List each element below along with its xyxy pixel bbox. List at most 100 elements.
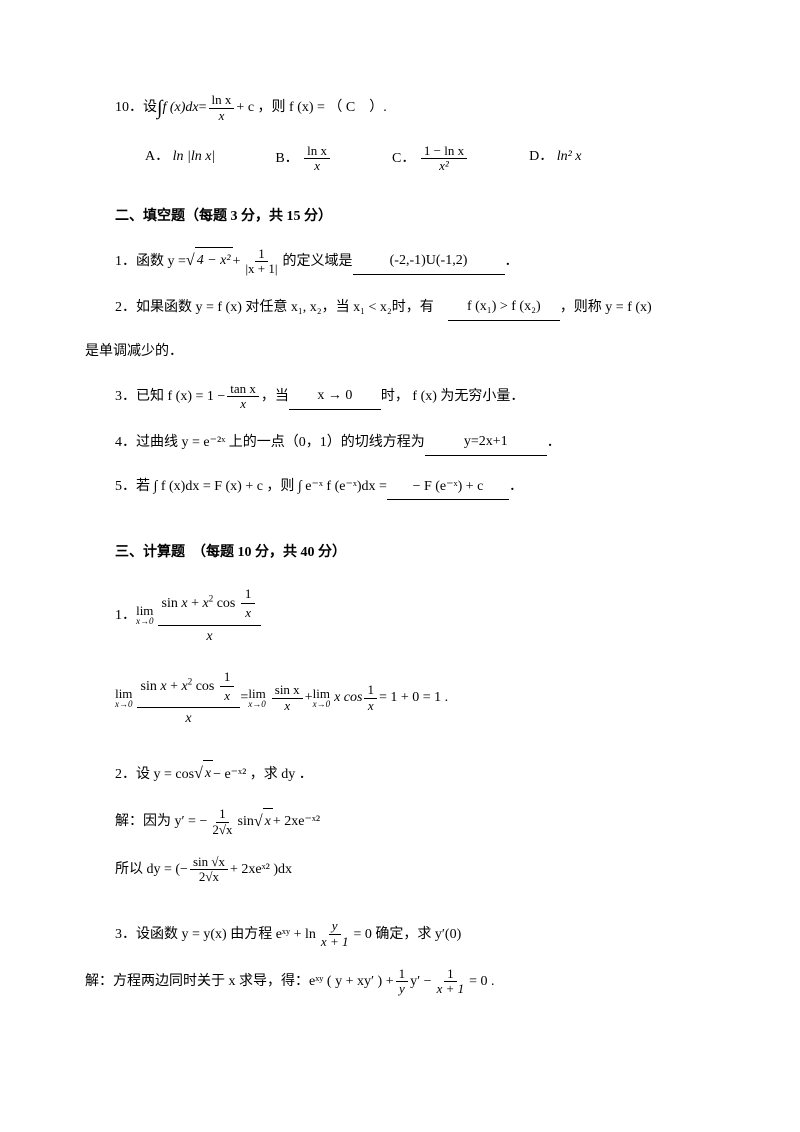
s3-q2-frac: 1 2√x bbox=[209, 807, 235, 837]
q10-text2: + c ，则 f (x) = （ C ）. bbox=[236, 95, 386, 120]
s3-q1-plus: + bbox=[305, 685, 313, 710]
s2-q1-d: ． bbox=[505, 249, 519, 274]
opt-b-label: B． bbox=[275, 151, 298, 166]
s3-q2-solc: + 2xe⁻ˣ² bbox=[273, 809, 320, 834]
opt-d-label: D． bbox=[529, 149, 553, 164]
lim-bot: x→0 bbox=[136, 617, 154, 626]
q10-frac: ln x x bbox=[209, 93, 235, 123]
s3-q1-xcos: x cos bbox=[334, 685, 362, 710]
s2-q4-a: 4．过曲线 y = e⁻²ˣ 上的一点（0，1）的切线方程为 bbox=[115, 430, 425, 455]
opt-c-label: C． bbox=[392, 151, 415, 166]
s2-q1-a: 1．函数 y = bbox=[115, 249, 186, 274]
s3-q1-sol: lim x→0 sin x + x2 cos 1x x = lim x→0 si… bbox=[115, 666, 700, 731]
opt-c-frac: 1 − ln x x² bbox=[421, 144, 467, 174]
s3-q3-a: 3．设函数 y = y(x) 由方程 eˣʸ + ln bbox=[115, 922, 316, 947]
opt-d-val: ln² x bbox=[557, 149, 582, 164]
opt-b: B． ln x x bbox=[275, 144, 332, 174]
s2-q2-b: ，则称 y = f (x) bbox=[560, 295, 652, 320]
s3-q3-solc: = 0 . bbox=[469, 969, 494, 994]
s3-q3-solb: y′ − bbox=[410, 969, 431, 994]
s2-q1-frac: 1 |x + 1| bbox=[242, 247, 280, 277]
s3-q2-sol2: 所以 dy = (− sin √x 2√x + 2xeˣ² )dx bbox=[115, 855, 700, 885]
s2-q1-num: 1 bbox=[255, 247, 268, 262]
s2-q3-den: x bbox=[237, 397, 249, 411]
s3-q1-result: = 1 + 0 = 1 . bbox=[379, 685, 448, 710]
s3-q2-sold: 所以 dy = (− bbox=[115, 857, 188, 882]
s3-q2-b: − e⁻ˣ² ，求 dy ． bbox=[213, 762, 313, 787]
opt-a-val: ln |ln x| bbox=[173, 149, 216, 164]
s2-q3-num: tan x bbox=[227, 382, 259, 397]
s3-q1-sol-frac1: sin x + x2 cos 1x x bbox=[137, 666, 241, 731]
opt-c-den: x² bbox=[436, 159, 452, 173]
s2-q1-c: 的定义域是 bbox=[283, 249, 353, 274]
s3-q3-sol: 解：方程两边同时关于 x 求导，得：eˣʸ ( y + xy′ ) + 1 y … bbox=[85, 967, 700, 997]
s3-q2-solb: sin bbox=[238, 809, 254, 834]
q10-options: A． ln |ln x| B． ln x x C． 1 − ln x x² D．… bbox=[145, 144, 700, 174]
s2-q3-ans: x → 0 bbox=[289, 383, 381, 409]
s3-q3: 3．设函数 y = y(x) 由方程 eˣʸ + ln y x + 1 = 0 … bbox=[115, 919, 700, 949]
q10: 10．设 ∫ f (x)dx = ln x x + c ，则 f (x) = （… bbox=[115, 90, 700, 126]
s2-q4-ans: y=2x+1 bbox=[425, 429, 547, 455]
s3-q1-label: 1． bbox=[115, 603, 136, 628]
opt-d: D． ln² x bbox=[529, 144, 581, 174]
s3-q2-sole: + 2xeˣ² )dx bbox=[230, 857, 292, 882]
lim2: lim x→0 bbox=[115, 687, 133, 709]
section3-title: 三、计算题 （每题 10 分，共 40 分） bbox=[115, 540, 700, 565]
s3-q3-sola: 解：方程两边同时关于 x 求导，得：eˣʸ ( y + xy′ ) + bbox=[85, 969, 394, 994]
s3-q2-frac2: sin √x 2√x bbox=[190, 855, 228, 885]
lim4: lim x→0 bbox=[313, 687, 331, 709]
s3-q3-frac3: 1 x + 1 bbox=[434, 967, 468, 997]
opt-a-label: A． bbox=[145, 149, 169, 164]
q10-label: 10．设 bbox=[115, 95, 157, 120]
s2-q1-ans: (-2,-1)U(-1,2) bbox=[353, 248, 505, 274]
page: 10．设 ∫ f (x)dx = ln x x + c ，则 f (x) = （… bbox=[0, 0, 800, 1132]
s2-q3: 3．已知 f (x) = 1 − tan x x ，当 x → 0 时， f (… bbox=[115, 382, 700, 412]
s2-q3-a: 3．已知 f (x) = 1 − bbox=[115, 384, 225, 409]
q10-frac-den: x bbox=[216, 109, 228, 123]
q10-eq: = bbox=[199, 95, 207, 120]
opt-b-den: x bbox=[311, 159, 323, 173]
s3-q1-frac3: 1 x bbox=[364, 683, 377, 713]
s3-q3-frac: y x + 1 bbox=[318, 919, 352, 949]
s3-q2: 2．设 y = cos √ x − e⁻ˣ² ，求 dy ． bbox=[115, 760, 700, 789]
s3-q1-den: x bbox=[202, 626, 216, 648]
s2-q1: 1．函数 y = √ 4 − x² + 1 |x + 1| 的定义域是 (-2,… bbox=[115, 247, 700, 277]
s3-q2-sola: 解：因为 y′ = − bbox=[115, 809, 207, 834]
s3-q2-sol1: 解：因为 y′ = − 1 2√x sin √ x + 2xe⁻ˣ² bbox=[115, 807, 700, 837]
s2-q2-a: 2．如果函数 y = f (x) 对任意 x₁, x₂，当 x₁ < x₂时，有 bbox=[115, 295, 448, 320]
opt-c: C． 1 − ln x x² bbox=[392, 144, 469, 174]
s2-q2-c: 是单调减少的． bbox=[85, 339, 183, 364]
s2-q3-c: 时， f (x) 为无穷小量． bbox=[381, 384, 525, 409]
s2-q2-cont: 是单调减少的． bbox=[85, 339, 700, 364]
s2-q2-ans: f (x₁) > f (x₂) bbox=[448, 294, 560, 320]
s3-q2-a: 2．设 y = cos bbox=[115, 762, 194, 787]
section2-title: 二、填空题（每题 3 分，共 15 分） bbox=[115, 204, 700, 229]
sqrt: √ 4 − x² bbox=[186, 247, 233, 276]
s2-q5-ans: − F (e⁻ˣ) + c bbox=[387, 474, 509, 500]
q10-fx: f (x)dx bbox=[162, 95, 198, 120]
s2-q4: 4．过曲线 y = e⁻²ˣ 上的一点（0，1）的切线方程为 y=2x+1 ． bbox=[115, 429, 700, 455]
s3-q3-frac2: 1 y bbox=[396, 967, 409, 997]
opt-b-frac: ln x x bbox=[304, 144, 330, 174]
s2-q5-a: 5．若 ∫ f (x)dx = F (x) + c ，则 ∫ e⁻ˣ f (e⁻… bbox=[115, 474, 387, 499]
s2-q1-b: + bbox=[233, 249, 241, 274]
s2-q4-b: ． bbox=[547, 430, 561, 455]
s3-q3-b: = 0 确定，求 y′(0) bbox=[353, 922, 461, 947]
opt-a: A． ln |ln x| bbox=[145, 144, 215, 174]
s2-q3-b: ，当 bbox=[261, 384, 289, 409]
sqrt-body: 4 − x² bbox=[195, 247, 233, 273]
sqrt-sign: √ bbox=[186, 247, 195, 276]
s3-q1-frac2: sin x x bbox=[272, 683, 303, 713]
lim: lim x→0 bbox=[136, 604, 154, 626]
s2-q5: 5．若 ∫ f (x)dx = F (x) + c ，则 ∫ e⁻ˣ f (e⁻… bbox=[115, 474, 700, 500]
q10-frac-num: ln x bbox=[209, 93, 235, 108]
opt-b-num: ln x bbox=[304, 144, 330, 159]
s2-q5-b: ． bbox=[509, 474, 523, 499]
s2-q2: 2．如果函数 y = f (x) 对任意 x₁, x₂，当 x₁ < x₂时，有… bbox=[115, 294, 700, 320]
s3-q1-num: sin x + x2 cos 1x bbox=[158, 583, 262, 626]
s2-q1-den: |x + 1| bbox=[242, 262, 280, 276]
s3-q2-sqrt: √ x bbox=[194, 760, 213, 789]
s3-q1: 1． lim x→0 sin x + x2 cos 1x x bbox=[115, 583, 700, 648]
s2-q3-frac: tan x x bbox=[227, 382, 259, 412]
lim3: lim x→0 bbox=[248, 687, 266, 709]
